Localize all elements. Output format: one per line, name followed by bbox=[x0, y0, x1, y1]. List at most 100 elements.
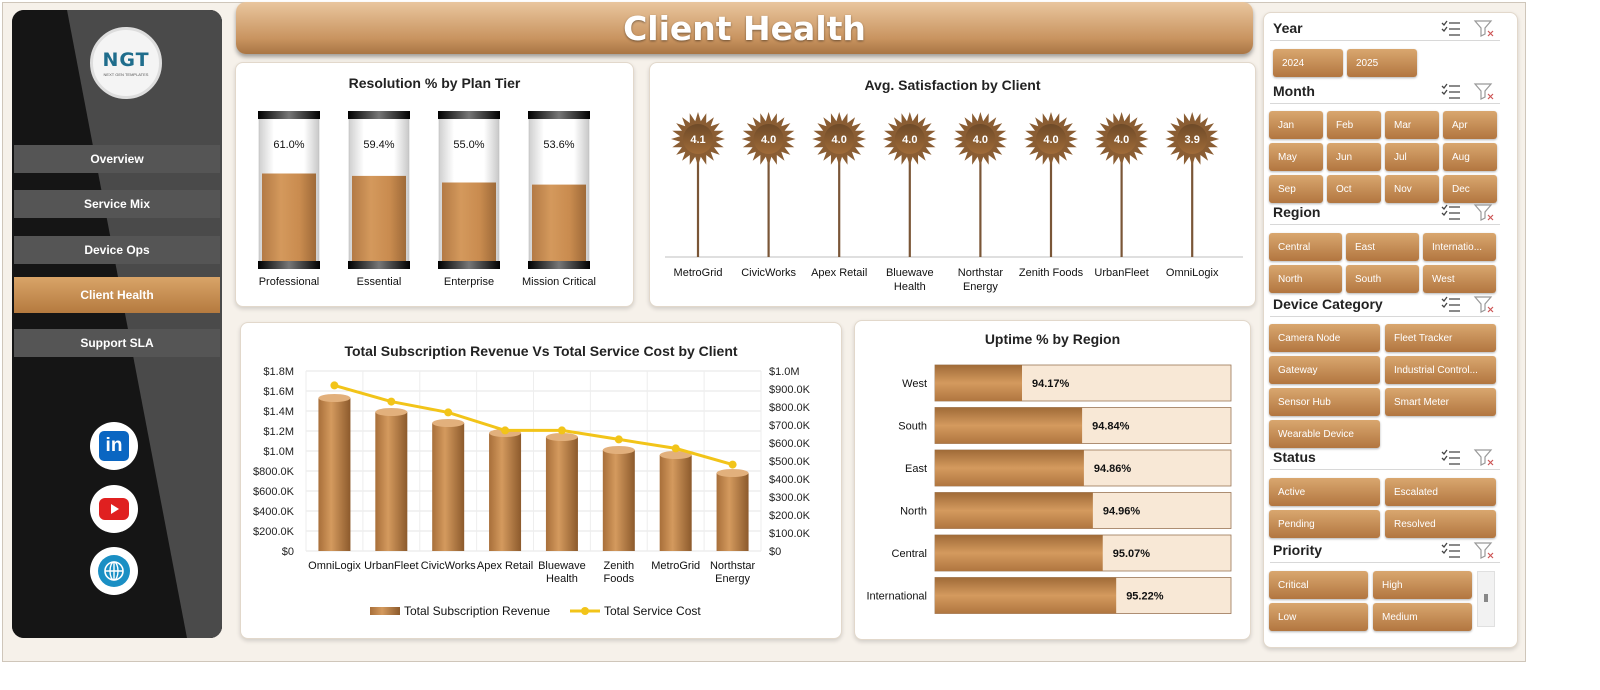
linkedin-icon[interactable]: in bbox=[90, 422, 138, 470]
cylinder-cap-bottom bbox=[438, 261, 500, 269]
slicer-device-category-option[interactable]: Fleet Tracker bbox=[1385, 324, 1496, 352]
revenue-right-tick: $100.0K bbox=[769, 528, 811, 540]
satisfaction-category-label: Apex Retail bbox=[811, 267, 867, 279]
satisfaction-category-label: Energy bbox=[963, 281, 998, 293]
slicer-month-option[interactable]: Oct bbox=[1327, 175, 1381, 203]
satisfaction-data-label: 4.1 bbox=[690, 134, 705, 146]
revenue-category-label: MetroGrid bbox=[651, 560, 700, 572]
revenue-left-tick: $1.6M bbox=[263, 386, 294, 398]
revenue-bar-top bbox=[432, 419, 465, 427]
slicer-month-header: Month bbox=[1270, 80, 1500, 104]
slicer-year-option[interactable]: 2024 bbox=[1273, 49, 1343, 77]
slicer-priority-option[interactable]: Low bbox=[1269, 603, 1368, 631]
slicer-priority-scrollbar[interactable] bbox=[1477, 571, 1495, 627]
uptime-data-label: 95.22% bbox=[1126, 591, 1164, 603]
clear-filter-icon[interactable] bbox=[1473, 82, 1495, 100]
uptime-bar bbox=[935, 492, 1093, 529]
slicer-status-option[interactable]: Active bbox=[1269, 478, 1380, 506]
slicer-region-option[interactable]: Internatio... bbox=[1423, 233, 1496, 261]
nav-client-health[interactable]: Client Health bbox=[14, 277, 220, 313]
multi-select-icon[interactable] bbox=[1440, 541, 1462, 559]
clear-filter-icon[interactable] bbox=[1473, 448, 1495, 466]
cost-point bbox=[330, 381, 339, 390]
clear-filter-icon[interactable] bbox=[1473, 203, 1495, 221]
slicer-month-option[interactable]: Aug bbox=[1443, 143, 1497, 171]
slicer-month-option[interactable]: Feb bbox=[1327, 111, 1381, 139]
revenue-bar bbox=[432, 423, 465, 551]
slicer-device-category-option[interactable]: Smart Meter bbox=[1385, 388, 1496, 416]
slicer-region-option[interactable]: West bbox=[1423, 265, 1496, 293]
revenue-bar-top bbox=[659, 451, 692, 459]
uptime-bar bbox=[935, 365, 1023, 401]
satisfaction-data-label: 4.0 bbox=[761, 134, 776, 146]
multi-select-icon[interactable] bbox=[1440, 19, 1462, 37]
satisfaction-category-label: Health bbox=[894, 281, 926, 293]
revenue-category-label: Bluewave bbox=[538, 560, 586, 572]
slicer-device-category-option[interactable]: Industrial Control... bbox=[1385, 356, 1496, 384]
revenue-category-label: CivicWorks bbox=[421, 560, 476, 572]
slicer-status-option[interactable]: Escalated bbox=[1385, 478, 1496, 506]
cost-point bbox=[444, 408, 453, 417]
slicer-device-category-option[interactable]: Camera Node bbox=[1269, 324, 1380, 352]
revenue-right-tick: $500.0K bbox=[769, 456, 811, 468]
slicer-priority-option[interactable]: Medium bbox=[1373, 603, 1472, 631]
slicer-month-option[interactable]: Apr bbox=[1443, 111, 1497, 139]
nav-support-sla[interactable]: Support SLA bbox=[14, 329, 220, 357]
clear-filter-icon[interactable] bbox=[1473, 19, 1495, 37]
slicer-month-option[interactable]: Jun bbox=[1327, 143, 1381, 171]
satisfaction-marker-core bbox=[1036, 124, 1066, 154]
slicer-month-option[interactable]: May bbox=[1269, 143, 1323, 171]
clear-filter-icon[interactable] bbox=[1473, 541, 1495, 559]
resolution-data-label: 53.6% bbox=[543, 139, 574, 151]
cylinder-cap-top bbox=[528, 111, 590, 119]
slicer-status-option[interactable]: Pending bbox=[1269, 510, 1380, 538]
uptime-bar bbox=[935, 407, 1083, 444]
slicer-status-title: Status bbox=[1273, 449, 1316, 465]
slicer-status-option[interactable]: Resolved bbox=[1385, 510, 1496, 538]
slicer-device-category-option[interactable]: Wearable Device bbox=[1269, 420, 1380, 448]
uptime-category-label: International bbox=[866, 591, 927, 603]
revenue-bar bbox=[545, 437, 578, 551]
slicer-month-option[interactable]: Dec bbox=[1443, 175, 1497, 203]
multi-select-icon[interactable] bbox=[1440, 295, 1462, 313]
cost-point bbox=[557, 426, 566, 435]
satisfaction-data-label: 4.0 bbox=[973, 134, 988, 146]
clear-filter-icon[interactable] bbox=[1473, 295, 1495, 313]
resolution-bar bbox=[262, 173, 316, 265]
multi-select-icon[interactable] bbox=[1440, 203, 1462, 221]
slicer-priority-option[interactable]: Critical bbox=[1269, 571, 1368, 599]
revenue-bar bbox=[602, 450, 635, 551]
slicer-month-option[interactable]: Sep bbox=[1269, 175, 1323, 203]
slicer-month-option[interactable]: Mar bbox=[1385, 111, 1439, 139]
slicer-region-title: Region bbox=[1273, 204, 1321, 220]
globe-icon[interactable] bbox=[90, 547, 138, 595]
slicer-month-option[interactable]: Jul bbox=[1385, 143, 1439, 171]
satisfaction-category-label: Bluewave bbox=[886, 267, 934, 279]
nav-overview[interactable]: Overview bbox=[14, 145, 220, 173]
satisfaction-chart-panel: Avg. Satisfaction by Client 4.1 MetroGrid… bbox=[649, 62, 1256, 307]
satisfaction-category-label: Zenith Foods bbox=[1019, 267, 1084, 279]
slicer-device-category-option[interactable]: Sensor Hub bbox=[1269, 388, 1380, 416]
slicer-month-option[interactable]: Jan bbox=[1269, 111, 1323, 139]
scrollbar-thumb[interactable] bbox=[1484, 594, 1488, 602]
uptime-category-label: South bbox=[898, 421, 927, 433]
globe-glyph bbox=[98, 555, 130, 587]
multi-select-icon[interactable] bbox=[1440, 448, 1462, 466]
nav-device-ops[interactable]: Device Ops bbox=[14, 236, 220, 264]
satisfaction-marker-core bbox=[1106, 124, 1137, 154]
slicer-region-option[interactable]: Central bbox=[1269, 233, 1342, 261]
uptime-bar bbox=[935, 535, 1103, 571]
slicer-priority-option[interactable]: High bbox=[1373, 571, 1472, 599]
resolution-bar bbox=[532, 184, 586, 265]
nav-service-mix[interactable]: Service Mix bbox=[14, 190, 220, 218]
resolution-bar bbox=[442, 182, 496, 265]
slicer-device-category-option[interactable]: Gateway bbox=[1269, 356, 1380, 384]
slicer-year-option[interactable]: 2025 bbox=[1347, 49, 1417, 77]
youtube-icon[interactable] bbox=[90, 485, 138, 533]
slicer-region-option[interactable]: North bbox=[1269, 265, 1342, 293]
slicer-region-option[interactable]: East bbox=[1346, 233, 1419, 261]
multi-select-icon[interactable] bbox=[1440, 82, 1462, 100]
slicer-region-option[interactable]: South bbox=[1346, 265, 1419, 293]
slicer-month-option[interactable]: Nov bbox=[1385, 175, 1439, 203]
revenue-left-tick: $1.0M bbox=[263, 446, 294, 458]
